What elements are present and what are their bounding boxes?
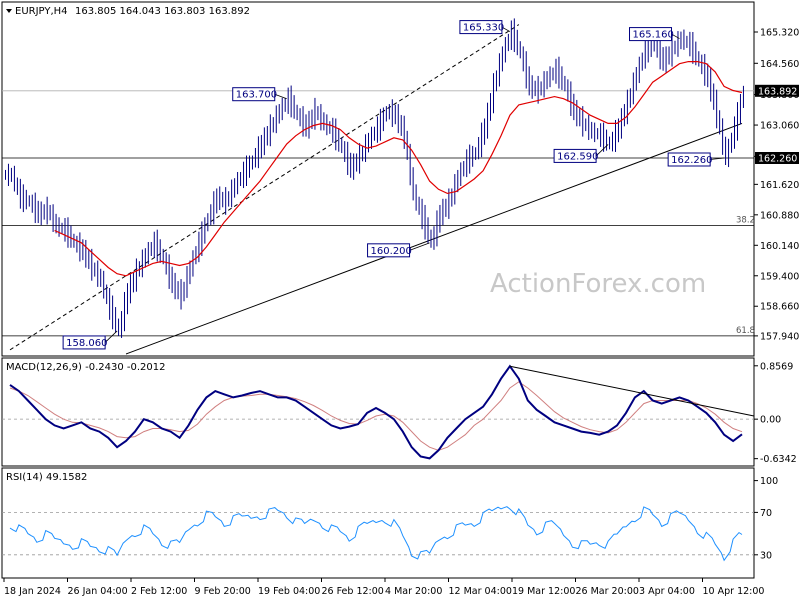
macd-header: MACD(12,26,9) -0.2430 -0.2012 <box>6 362 166 373</box>
y-tick-label: 157.940 <box>760 331 799 342</box>
annotation-leader <box>595 144 609 157</box>
level-price-box <box>755 152 799 164</box>
x-tick-label: 2 Feb 12:00 <box>131 586 187 597</box>
moving-average-line <box>54 61 743 277</box>
macd-y-axis: 0.8569 0.00 -0.6342 <box>754 361 797 465</box>
watermark: ActionForex.com <box>490 269 706 299</box>
level-price-box-label: 162.260 <box>758 154 797 165</box>
price-candles <box>4 18 744 338</box>
y-tick-label: -0.6342 <box>760 454 797 465</box>
annotation-label: 160.200 <box>371 246 412 257</box>
annotation-leader <box>671 33 680 39</box>
annotation-label: 163.700 <box>236 90 277 101</box>
rsi-line <box>9 506 743 562</box>
last-price-box-label: 163.892 <box>758 86 797 97</box>
y-tick-label: 100 <box>760 476 778 487</box>
fib-level-label: 61.8 <box>736 326 755 336</box>
y-tick-label: 0.00 <box>760 415 781 426</box>
annotation-leader <box>501 26 511 32</box>
rsi-level-lines <box>2 512 754 556</box>
macd-panel-frame <box>1 357 755 467</box>
annotation-leader <box>710 157 725 160</box>
annotation-label: 158.060 <box>66 338 107 349</box>
y-tick-label: 70 <box>760 508 772 519</box>
y-tick-label: 165.320 <box>760 28 799 39</box>
x-tick-label: 26 Jan 04:00 <box>68 586 128 597</box>
annotation-box <box>62 335 106 350</box>
time-x-axis: 18 Jan 2024 26 Jan 04:00 2 Feb 12:00 9 Feb … <box>3 578 765 597</box>
annotation-box <box>459 20 503 35</box>
y-tick-label: 159.400 <box>760 271 799 282</box>
last-price-box <box>755 84 799 97</box>
annotation-leader <box>274 93 287 100</box>
symbol-dropdown-icon[interactable] <box>6 9 12 13</box>
price-y-axis: 165.320164.560163.800163.060162.300161.6… <box>754 28 799 342</box>
price-level-lines: 38.2 61.8 <box>2 90 755 337</box>
price-panel-frame <box>1 1 755 357</box>
price-header-symbol: EURJPY,H4 <box>15 6 68 17</box>
rsi-panel-frame <box>1 467 755 579</box>
macd-line <box>9 364 743 460</box>
annotation-label: 162.590 <box>557 151 598 162</box>
y-tick-label: 0.8569 <box>760 361 793 372</box>
x-tick-label: 18 Jan 2024 <box>4 586 61 597</box>
annotation-label: 162.260 <box>671 155 712 166</box>
y-tick-label: 30 <box>760 550 772 561</box>
x-tick-label: 26 Feb 12:00 <box>322 586 384 597</box>
rsi-y-axis: 100 70 30 <box>754 476 778 561</box>
fib-level-label: 38.2 <box>736 216 755 226</box>
y-tick-label: 158.660 <box>760 302 799 313</box>
y-tick-label: 160.140 <box>760 241 799 252</box>
price-annotations: 165.330 165.160 163.700 162.590 162.260 160.2… <box>62 20 725 350</box>
y-tick-label: 161.620 <box>760 180 799 191</box>
macd-signal-line <box>9 381 743 451</box>
x-tick-label: 9 Feb 20:00 <box>195 586 251 597</box>
annotation-box <box>232 87 276 102</box>
annotation-label: 165.330 <box>463 23 504 34</box>
macd-trendline <box>509 365 755 417</box>
macd-trendline-path <box>509 365 755 417</box>
x-tick-label: 26 Mar 20:00 <box>576 586 639 597</box>
y-tick-label: 164.560 <box>760 59 799 70</box>
x-tick-label: 3 Apr 04:00 <box>639 586 695 597</box>
annotation-leader <box>409 242 430 251</box>
annotation-box <box>367 243 411 258</box>
y-tick-label: 160.880 <box>760 210 799 221</box>
rsi-header: RSI(14) 49.1582 <box>6 472 87 483</box>
annotation-leader <box>104 330 118 343</box>
x-tick-label: 10 Apr 12:00 <box>703 586 765 597</box>
annotation-box <box>629 27 673 42</box>
x-tick-label: 12 Mar 04:00 <box>449 586 512 597</box>
x-tick-label: 19 Feb 04:00 <box>258 586 320 597</box>
annotation-box <box>553 148 597 163</box>
x-tick-label: 19 Mar 12:00 <box>512 586 575 597</box>
trendline-channel <box>9 24 520 351</box>
annotation-label: 165.160 <box>633 30 674 41</box>
y-tick-label: 163.060 <box>760 121 799 132</box>
annotation-box <box>667 152 711 167</box>
price-header-ohlc: 163.805 164.043 163.803 163.892 <box>75 6 250 17</box>
x-tick-label: 4 Mar 20:00 <box>385 586 442 597</box>
